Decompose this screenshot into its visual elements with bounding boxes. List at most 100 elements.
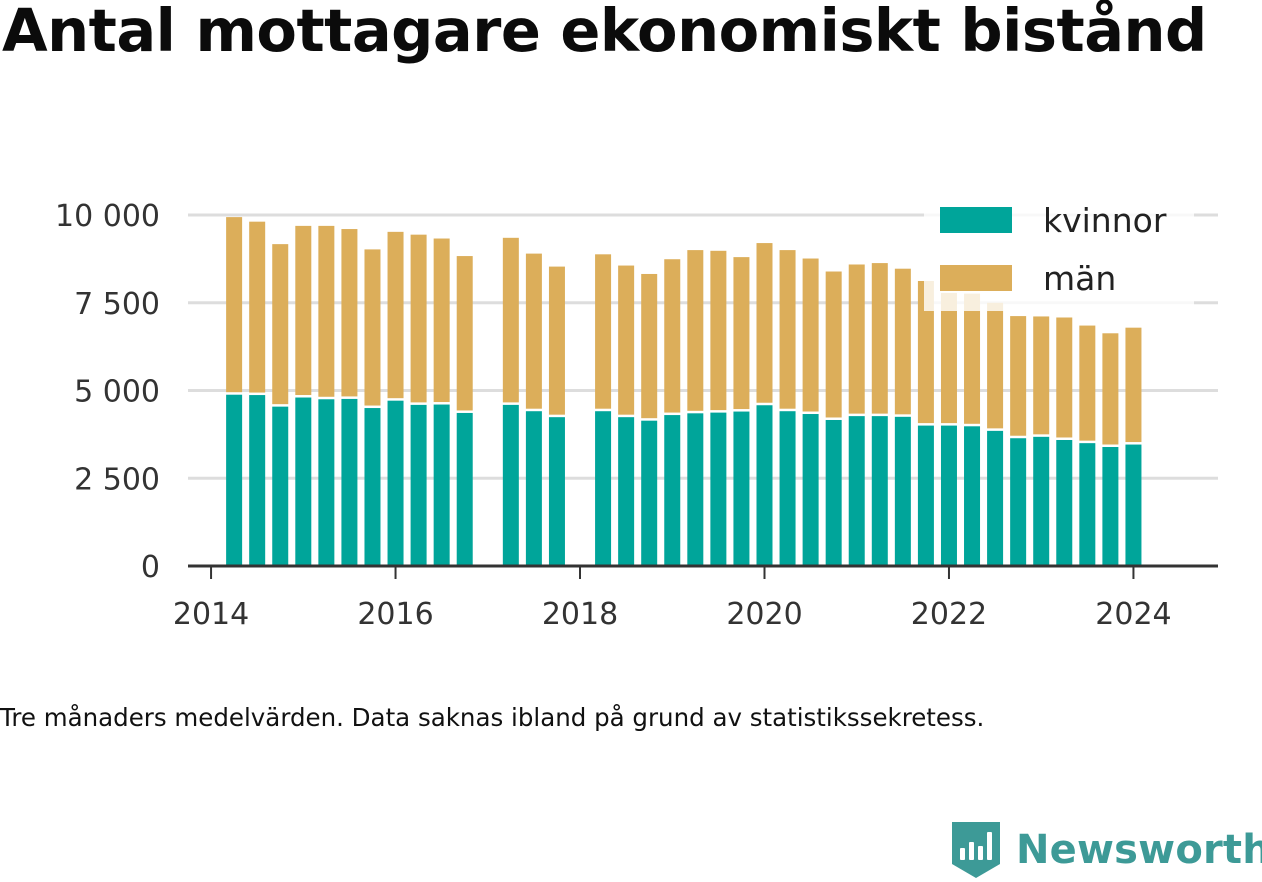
bar-kvinnor xyxy=(618,417,635,566)
brand-name: Newsworthy xyxy=(1016,827,1262,873)
bar-man xyxy=(664,259,681,413)
legend-swatch xyxy=(940,207,1012,233)
bar-kvinnor xyxy=(641,420,658,566)
bar-kvinnor xyxy=(940,425,957,566)
bar-kvinnor xyxy=(825,419,842,566)
bar-kvinnor xyxy=(548,417,565,566)
bar-man xyxy=(710,250,727,411)
y-tick-label: 0 xyxy=(141,550,160,585)
bar-man xyxy=(387,231,404,399)
bar-kvinnor xyxy=(756,405,773,566)
bar-man xyxy=(433,238,450,403)
bar-man xyxy=(502,237,519,403)
bar-man xyxy=(318,225,335,397)
bar-kvinnor xyxy=(226,394,243,566)
bars xyxy=(226,217,1142,566)
bar-man xyxy=(548,266,565,415)
legend: kvinnor män xyxy=(924,193,1194,311)
bar-kvinnor xyxy=(318,399,335,566)
bar-kvinnor xyxy=(410,404,427,566)
bar-man xyxy=(410,234,427,403)
x-tick-label: 2018 xyxy=(542,597,618,632)
legend-label: män xyxy=(1043,259,1116,298)
bar-kvinnor xyxy=(1056,439,1073,566)
bar-kvinnor xyxy=(364,408,381,566)
brand-logo[interactable]: Newsworthy xyxy=(948,818,1262,882)
y-tick-label: 10 000 xyxy=(55,199,160,234)
bar-man xyxy=(456,256,473,411)
bar-man xyxy=(987,302,1004,429)
bar-kvinnor xyxy=(341,398,358,566)
bar-man xyxy=(894,268,911,415)
bar-kvinnor xyxy=(502,404,519,566)
bar-man xyxy=(1125,327,1142,443)
bar-man xyxy=(1079,325,1096,441)
x-tick-label: 2024 xyxy=(1095,597,1171,632)
bar-kvinnor xyxy=(272,406,289,566)
bar-man xyxy=(733,257,750,410)
bar-kvinnor xyxy=(249,395,266,566)
bar-kvinnor xyxy=(1033,436,1050,566)
x-tick-label: 2014 xyxy=(173,597,249,632)
bar-man xyxy=(964,293,981,424)
x-tick-label: 2020 xyxy=(726,597,802,632)
bar-kvinnor xyxy=(595,411,612,566)
bar-man xyxy=(341,229,358,397)
bar-man xyxy=(525,253,542,409)
y-tick-label: 2 500 xyxy=(74,462,160,497)
bar-man xyxy=(1102,333,1119,445)
bar-man xyxy=(825,271,842,418)
chart-title: Antal mottagare ekonomiskt bistånd xyxy=(2,0,1207,65)
bar-man xyxy=(272,244,289,405)
stacked-bar-chart: kvinnor män 0 2 500 5 000 7 500 10 000 2014 201… xyxy=(55,193,1218,632)
bar-kvinnor xyxy=(525,411,542,566)
bar-kvinnor xyxy=(1102,447,1119,566)
bar-kvinnor xyxy=(964,426,981,566)
bar-kvinnor xyxy=(433,404,450,566)
bar-kvinnor xyxy=(687,413,704,566)
bar-man xyxy=(848,264,865,414)
axes: 0 2 500 5 000 7 500 10 000 2014 2016 2018 2020 20… xyxy=(55,199,1218,632)
legend-label: kvinnor xyxy=(1043,201,1167,240)
bar-kvinnor xyxy=(802,414,819,566)
bar-man xyxy=(802,258,819,412)
bar-kvinnor xyxy=(664,415,681,566)
bar-kvinnor xyxy=(456,412,473,566)
bar-man xyxy=(249,221,266,393)
bar-man xyxy=(756,243,773,403)
bar-kvinnor xyxy=(871,416,888,566)
bar-man xyxy=(295,225,312,396)
legend-swatch xyxy=(940,265,1012,291)
newsworthy-logo-icon xyxy=(952,822,1000,878)
bar-kvinnor xyxy=(894,416,911,566)
bar-man xyxy=(618,265,635,415)
bar-kvinnor xyxy=(1079,443,1096,566)
bar-kvinnor xyxy=(387,400,404,566)
y-tick-label: 5 000 xyxy=(74,375,160,410)
x-tick-label: 2022 xyxy=(911,597,987,632)
bar-kvinnor xyxy=(295,397,312,566)
bar-kvinnor xyxy=(848,416,865,566)
bar-man xyxy=(1010,316,1027,436)
bar-kvinnor xyxy=(733,411,750,566)
bar-kvinnor xyxy=(1125,444,1142,566)
bar-man xyxy=(595,254,612,409)
bar-kvinnor xyxy=(710,412,727,566)
bar-man xyxy=(364,249,381,406)
bar-kvinnor xyxy=(779,411,796,566)
bar-man xyxy=(641,273,658,419)
bar-man xyxy=(779,250,796,409)
y-tick-label: 7 500 xyxy=(74,287,160,322)
bar-man xyxy=(917,280,934,424)
bar-man xyxy=(226,217,243,393)
x-tick-label: 2016 xyxy=(357,597,433,632)
bar-man xyxy=(1056,317,1073,438)
chart-note: Tre månaders medelvärden. Data saknas ib… xyxy=(0,703,985,732)
bar-man xyxy=(871,263,888,414)
bar-man xyxy=(687,250,704,411)
bar-man xyxy=(940,292,957,424)
bar-man xyxy=(1033,316,1050,435)
bar-kvinnor xyxy=(917,425,934,566)
bar-kvinnor xyxy=(987,430,1004,566)
bar-kvinnor xyxy=(1010,438,1027,566)
